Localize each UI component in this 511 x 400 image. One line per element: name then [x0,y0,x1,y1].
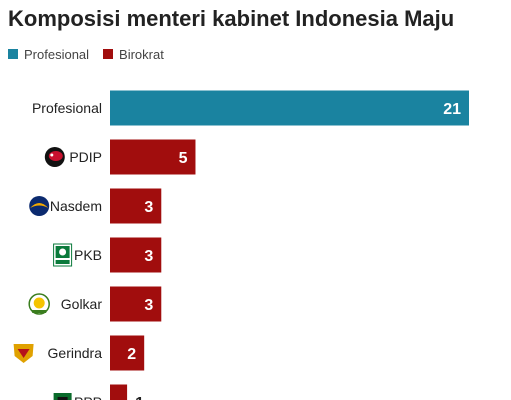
pdip-logo-icon [44,147,65,167]
value-label-pkb: 3 [144,248,153,265]
legend-item-birokrat: Birokrat [103,47,164,62]
category-label-pdip: PDIP [69,149,102,165]
chart-legend: Profesional Birokrat [8,46,178,62]
value-label-gerindra: 2 [127,346,136,363]
nasdem-logo-icon [29,196,50,216]
value-label-profesional: 21 [443,101,461,118]
category-label-ppp: PPP [74,394,102,400]
bar-golkar [110,286,162,322]
ppp-logo-icon [53,393,72,400]
chart-title: Komposisi menteri kabinet Indonesia Maju [8,6,455,31]
value-label-golkar: 3 [144,297,153,314]
bar-pkb [110,237,162,273]
bar-gerindra [110,335,145,371]
bar-row-pkb: PKB 3 [53,237,162,273]
bar-pdip [110,139,196,175]
legend-swatch-profesional [8,49,18,59]
category-label-golkar: Golkar [61,296,103,312]
category-label-nasdem: Nasdem [50,198,102,214]
category-label-gerindra: Gerindra [48,345,103,361]
value-label-ppp: 1 [135,395,144,400]
bar-row-ppp: PPP 1 [53,384,144,400]
gerindra-logo-icon [13,344,34,363]
category-label-pkb: PKB [74,247,102,263]
bar-row-golkar: Golkar 3 [28,286,162,322]
bar-profesional [110,90,469,126]
legend-label-birokrat: Birokrat [119,46,164,62]
legend-swatch-birokrat [103,49,114,59]
category-label-profesional: Profesional [32,100,102,116]
value-label-pdip: 5 [179,150,188,167]
pkb-logo-icon [53,243,73,267]
bar-row-profesional: Profesional 21 [32,90,469,126]
bar-nasdem [110,188,162,224]
bar-row-gerindra: Gerindra 2 [13,335,145,371]
bar-row-pdip: PDIP 5 [44,139,196,175]
legend-label-profesional: Profesional [24,46,90,62]
value-label-nasdem: 3 [144,199,153,216]
legend-item-profesional: Profesional [8,47,89,62]
bar-row-nasdem: Nasdem 3 [29,188,162,224]
golkar-logo-icon [28,293,50,315]
bar-ppp [110,384,128,400]
